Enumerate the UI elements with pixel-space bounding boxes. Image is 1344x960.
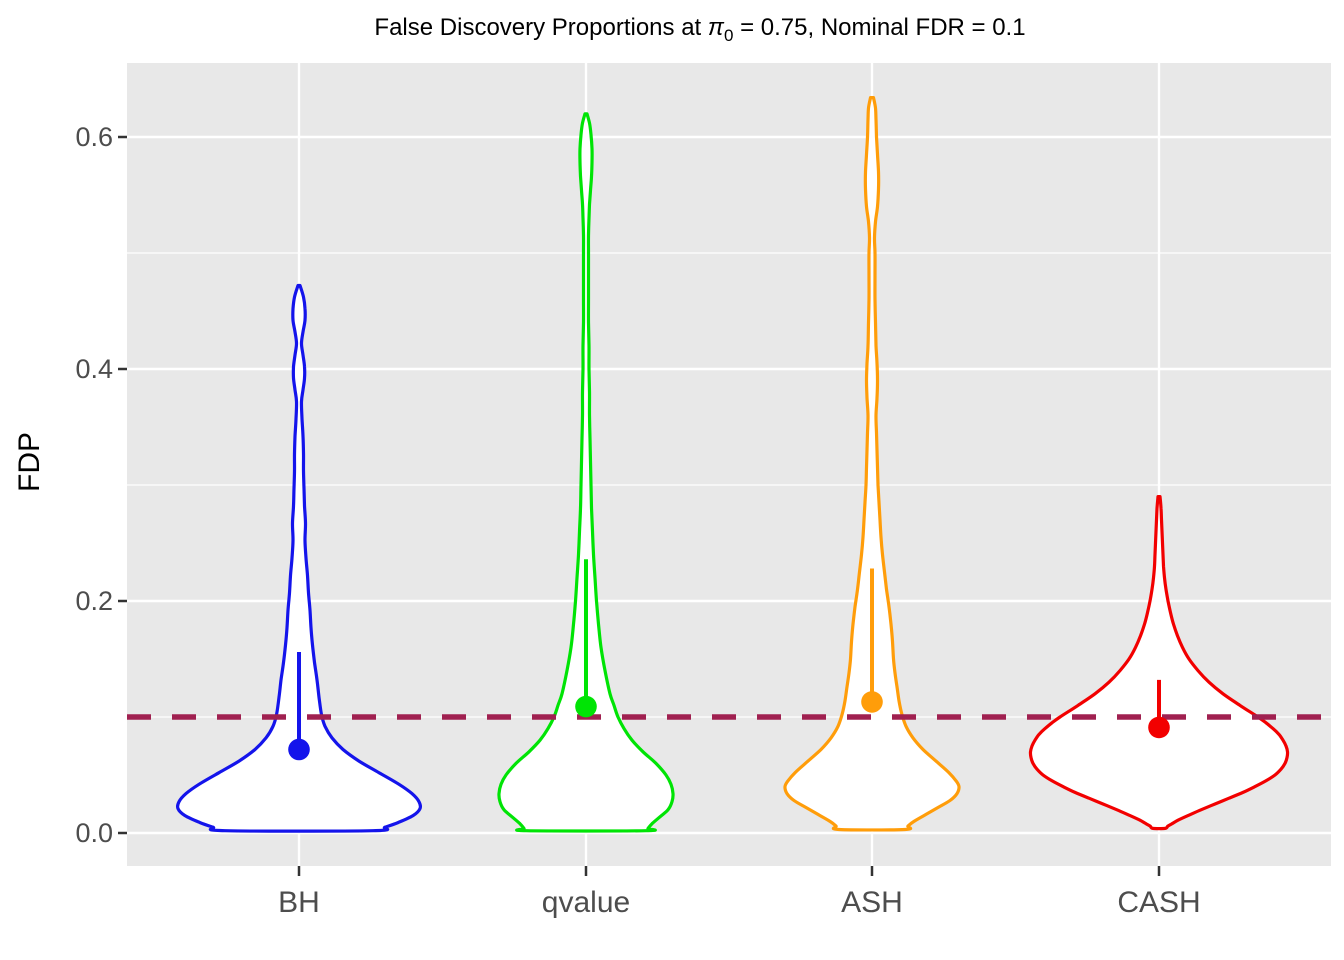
y-tick-label: 0.0: [75, 818, 113, 848]
mean-point-cash: [1148, 716, 1170, 739]
pi-symbol: π: [707, 14, 724, 41]
x-category-label: ASH: [841, 886, 903, 919]
pi-subscript: 0: [723, 25, 734, 45]
violin-ash: [783, 96, 961, 832]
y-tick-label: 0.4: [75, 354, 113, 384]
plot-title: False Discovery Proportions at π0 = 0.75…: [56, 14, 1344, 46]
violin-qvalue: [497, 112, 675, 833]
mean-point-bh: [288, 738, 310, 761]
mean-point-ash: [861, 691, 883, 713]
mean-point-qvalue: [575, 695, 597, 718]
plot-title-suffix: = 0.75, Nominal FDR = 0.1: [733, 14, 1026, 41]
violin-bh: [175, 283, 423, 833]
y-tick-label: 0.2: [75, 586, 113, 616]
plot-title-text: False Discovery Proportions at: [374, 14, 708, 41]
x-category-label: qvalue: [542, 886, 630, 919]
x-category-label: CASH: [1117, 886, 1200, 919]
x-category-label: BH: [278, 886, 320, 919]
y-tick-label: 0.6: [75, 122, 113, 152]
violin-cash: [1028, 495, 1290, 831]
